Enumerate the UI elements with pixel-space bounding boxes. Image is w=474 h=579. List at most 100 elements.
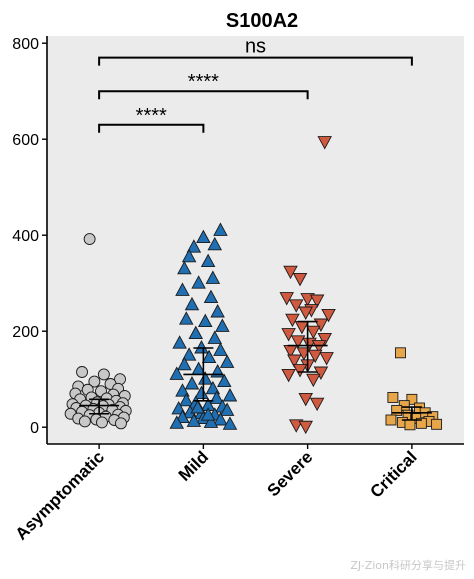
data-point-mild xyxy=(184,376,200,390)
data-point-severe xyxy=(298,306,313,320)
data-point-severe xyxy=(292,272,308,287)
data-point-severe xyxy=(321,308,336,323)
data-point-asymptomatic xyxy=(76,366,88,378)
data-point-asymptomatic xyxy=(78,415,91,428)
data-point-mild xyxy=(201,349,217,364)
data-point-severe xyxy=(311,340,327,354)
data-point-mild xyxy=(191,275,206,289)
data-point-severe xyxy=(300,293,315,307)
data-point-mild xyxy=(196,229,211,244)
data-point-severe xyxy=(279,292,294,306)
data-point-critical xyxy=(385,414,397,426)
data-point-mild xyxy=(209,390,224,404)
data-point-mild xyxy=(181,347,197,361)
data-point-severe xyxy=(290,335,306,349)
data-point-asymptomatic xyxy=(97,368,110,381)
data-point-mild xyxy=(203,414,219,428)
comparison-label-1: **** xyxy=(188,71,219,93)
data-point-severe xyxy=(281,328,296,342)
data-point-severe xyxy=(319,352,334,366)
data-point-mild xyxy=(179,311,194,325)
data-point-severe xyxy=(317,332,332,347)
data-point-severe xyxy=(307,349,323,364)
data-point-severe xyxy=(285,313,300,328)
data-point-severe xyxy=(288,299,304,313)
data-point-mild xyxy=(169,415,185,429)
y-tick-label: 800 xyxy=(12,36,39,53)
data-point-severe xyxy=(281,368,296,383)
data-point-mild xyxy=(198,371,213,385)
data-point-mild xyxy=(198,313,213,328)
x-tick-label: Asymptomatic xyxy=(12,447,108,543)
data-point-critical xyxy=(391,404,403,416)
data-point-asymptomatic xyxy=(83,233,96,245)
data-point-mild xyxy=(205,270,221,284)
data-point-mild xyxy=(217,373,232,388)
data-point-asymptomatic xyxy=(88,375,101,388)
data-point-mild xyxy=(222,388,238,402)
data-point-mild xyxy=(184,296,200,311)
data-point-severe xyxy=(309,294,325,308)
significance-brackets: **** **** ns xyxy=(98,36,413,133)
data-point-critical xyxy=(395,347,406,359)
y-tick-label: 600 xyxy=(12,132,39,149)
data-point-mild xyxy=(203,289,219,304)
comparison-label-2: ns xyxy=(245,36,266,58)
data-point-asymptomatic xyxy=(96,416,108,429)
data-point-mild xyxy=(194,385,209,400)
x-axis-ticks: Asymptomatic Mild Severe Critical xyxy=(12,444,421,544)
data-point-mild xyxy=(219,402,235,416)
comparison-bracket-1 xyxy=(98,90,309,100)
comparison-label-0: **** xyxy=(136,105,167,127)
x-tick-label: Severe xyxy=(264,447,317,500)
data-point-severe xyxy=(298,392,313,407)
y-tick-label: 0 xyxy=(30,420,39,437)
data-point-mild xyxy=(213,222,228,236)
data-point-mild xyxy=(207,236,223,251)
y-tick-label: 200 xyxy=(12,324,39,341)
data-point-asymptomatic xyxy=(115,417,127,430)
data-point-critical xyxy=(406,393,418,405)
data-point-mild xyxy=(179,392,194,407)
x-tick-label: Mild xyxy=(175,447,212,484)
x-tick-label: Critical xyxy=(367,447,421,501)
data-point-mild xyxy=(200,407,216,421)
comparison-bracket-0 xyxy=(98,123,205,133)
y-axis-ticks: 0 200 400 600 800 xyxy=(12,36,47,437)
data-point-severe xyxy=(287,354,302,368)
data-point-mild xyxy=(207,330,223,344)
data-point-mild xyxy=(213,342,228,356)
data-point-mild xyxy=(186,413,202,427)
data-point-mild xyxy=(210,304,225,318)
data-point-mild xyxy=(181,248,197,263)
data-point-mild xyxy=(205,380,221,395)
axes xyxy=(46,36,464,445)
data-point-severe xyxy=(309,397,325,412)
y-tick-label: 400 xyxy=(12,228,39,245)
data-point-critical xyxy=(387,391,399,403)
data-point-mild xyxy=(177,260,192,275)
data-point-mild xyxy=(194,340,209,354)
data-point-severe xyxy=(317,136,332,150)
data-point-mild xyxy=(172,335,187,349)
data-point-severe xyxy=(306,373,321,388)
data-point-mild xyxy=(175,409,190,424)
data-point-severe xyxy=(313,366,329,380)
data-point-mild xyxy=(175,282,190,296)
data-point-mild xyxy=(186,239,202,253)
data-points xyxy=(64,136,443,435)
data-point-mild xyxy=(169,366,185,380)
data-point-mild xyxy=(188,325,204,340)
comparison-bracket-2 xyxy=(98,56,413,66)
data-point-mild xyxy=(215,318,230,332)
data-point-mild xyxy=(200,253,216,268)
median-iqr-bars xyxy=(79,320,432,421)
data-point-mild xyxy=(190,400,205,414)
data-point-mild xyxy=(213,412,228,426)
data-point-severe xyxy=(306,325,321,340)
data-point-severe xyxy=(283,265,298,280)
watermark: ZJ-Zion科研分享与提升 xyxy=(350,559,466,572)
data-point-mild xyxy=(219,354,235,368)
